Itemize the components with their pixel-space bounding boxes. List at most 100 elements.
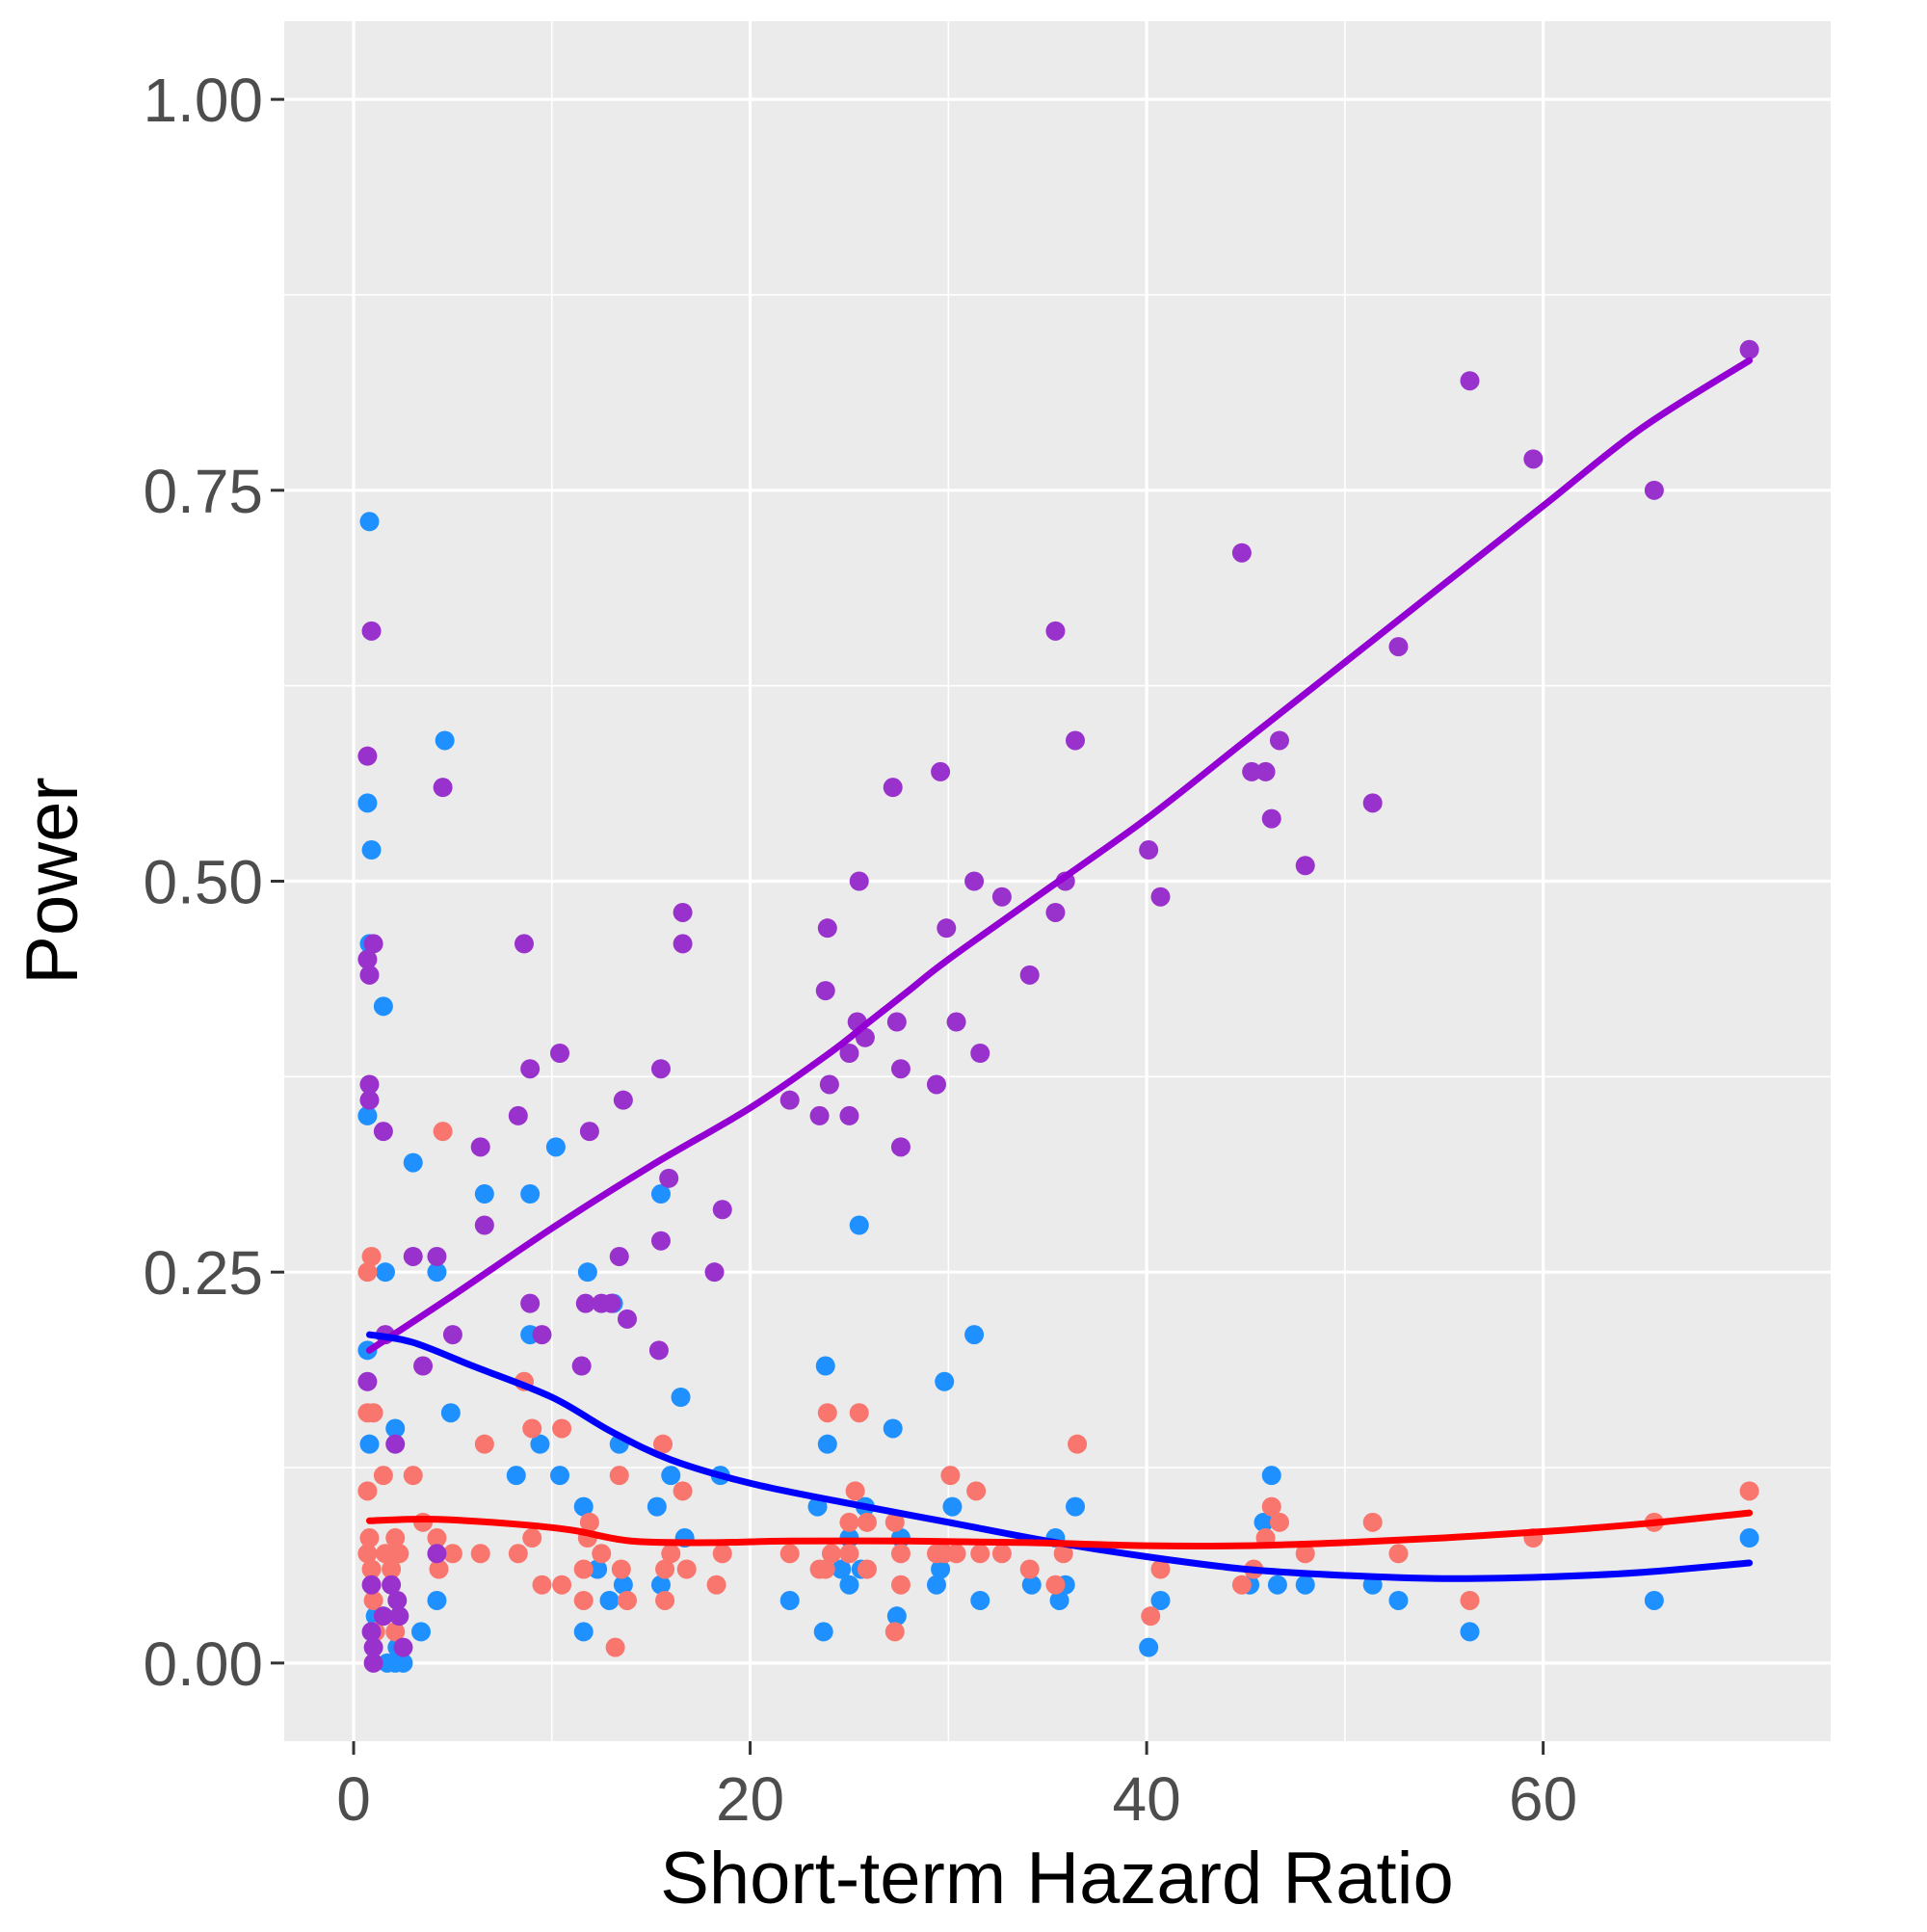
red-data-point (653, 1434, 673, 1454)
purple-data-point (579, 1122, 599, 1142)
red-data-point (712, 1544, 732, 1564)
red-data-point (815, 1559, 835, 1579)
purple-data-point (659, 1168, 679, 1188)
blue-data-point (964, 1325, 985, 1345)
red-data-point (592, 1544, 612, 1564)
x-axis-title: Short-term Hazard Ratio (660, 1838, 1454, 1919)
blue-data-point (650, 1184, 671, 1204)
purple-data-point (575, 1293, 595, 1313)
blue-data-point (599, 1590, 620, 1610)
red-data-point (884, 1512, 905, 1532)
blue-data-point (506, 1466, 526, 1486)
red-data-point (966, 1481, 987, 1501)
red-data-point (385, 1622, 406, 1642)
smooth-lines (365, 357, 1754, 1582)
x-tick-label: 40 (1113, 1764, 1181, 1834)
blue-data-point (375, 1262, 395, 1283)
purple-data-point (363, 1653, 383, 1673)
x-tick-label: 60 (1509, 1764, 1577, 1834)
red-data-point (845, 1481, 865, 1501)
blue-data-point (435, 730, 455, 751)
purple-data-point (1019, 965, 1040, 985)
red-data-point (552, 1575, 572, 1595)
purple-data-point (609, 1246, 629, 1266)
purple-data-point (571, 1356, 592, 1376)
y-axis-title: Power (12, 777, 93, 984)
red-data-point (857, 1559, 877, 1579)
purple-data-point (361, 1575, 382, 1595)
purple-data-point (650, 1059, 671, 1079)
blue-data-point (1460, 1622, 1480, 1642)
blue-data-point (849, 1215, 869, 1235)
purple-data-point (520, 1293, 541, 1313)
red-data-point (655, 1590, 675, 1610)
x-tick-label: 0 (336, 1764, 371, 1834)
purple-data-point (1261, 808, 1281, 829)
red-data-point (382, 1559, 402, 1579)
blue-data-point (373, 996, 393, 1017)
purple-smooth-line (365, 357, 1754, 1354)
red-data-point (361, 1559, 382, 1579)
red-data-point (817, 1403, 837, 1423)
purple-data-point (357, 746, 378, 766)
red-data-point (1045, 1575, 1066, 1595)
red-data-point (359, 1528, 380, 1548)
red-data-point (1362, 1512, 1383, 1532)
purple-data-point (673, 934, 693, 954)
blue-data-point (427, 1262, 447, 1283)
axis-ticks (271, 97, 1545, 1755)
y-tick-label: 0.75 (143, 457, 263, 526)
red-data-point (363, 1590, 383, 1610)
blue-data-point (1295, 1575, 1315, 1595)
purple-data-point (1269, 730, 1289, 751)
purple-data-point (1388, 637, 1409, 657)
purple-data-point (1150, 887, 1171, 907)
blue-data-point (650, 1575, 671, 1595)
purple-data-point (970, 1044, 990, 1063)
purple-data-point (890, 1059, 911, 1079)
red-data-point (970, 1544, 990, 1564)
blue-data-point (1139, 1637, 1159, 1657)
red-data-point (779, 1544, 800, 1564)
red-data-point (403, 1466, 423, 1486)
purple-data-point (886, 1012, 907, 1032)
blue-data-point (520, 1184, 541, 1204)
blue-data-point (403, 1152, 423, 1173)
purple-data-point (373, 1122, 393, 1142)
purple-data-point (712, 1200, 732, 1220)
purple-data-point (1644, 480, 1664, 500)
purple-data-point (357, 1371, 378, 1391)
purple-data-point (991, 887, 1012, 907)
purple-data-point (1295, 856, 1315, 876)
red-data-point (470, 1544, 490, 1564)
red-data-point (1295, 1544, 1315, 1564)
blue-data-point (545, 1137, 566, 1157)
blue-data-point (1254, 1512, 1274, 1532)
blue-data-point (931, 1559, 951, 1579)
blue-data-point (410, 1622, 431, 1642)
blue-data-point (832, 1559, 852, 1579)
blue-data-point (1644, 1590, 1664, 1610)
purple-data-point (883, 778, 903, 798)
purple-data-point (403, 1246, 423, 1266)
purple-data-point (363, 934, 383, 954)
red-data-point (661, 1544, 681, 1564)
purple-data-point (361, 621, 382, 641)
red-data-point (433, 1122, 453, 1142)
blue-data-point (926, 1575, 946, 1595)
red-data-point (1460, 1590, 1480, 1610)
purple-data-point (442, 1325, 462, 1345)
purple-data-point (470, 1137, 490, 1157)
purple-data-point (389, 1606, 409, 1627)
purple-data-point (1231, 543, 1252, 563)
red-data-point (1141, 1606, 1161, 1627)
purple-data-point (427, 1544, 447, 1564)
purple-data-point (474, 1215, 494, 1235)
red-data-point (361, 1246, 382, 1266)
red-data-point (429, 1559, 449, 1579)
y-tick-label: 0.25 (143, 1238, 263, 1308)
blue-data-point (550, 1466, 570, 1486)
purple-data-point (849, 871, 869, 891)
blue-data-point (1261, 1466, 1281, 1486)
